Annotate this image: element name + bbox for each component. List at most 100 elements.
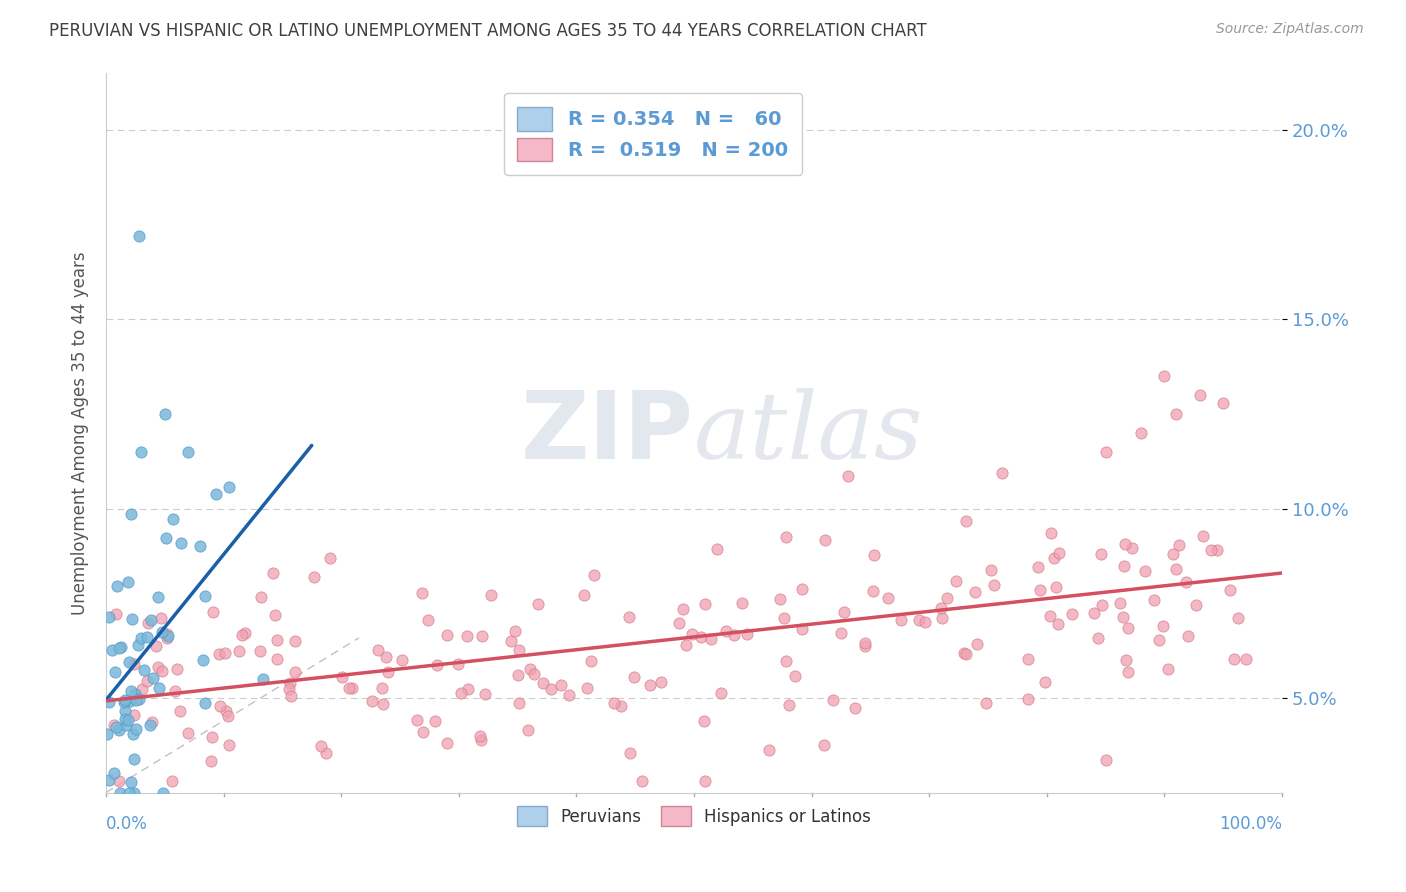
Point: [110, 640, 132, 654]
Point: [1042, 551, 1064, 566]
Point: [1114, 559, 1136, 574]
Point: [695, 597, 717, 611]
Point: [963, 585, 986, 599]
Point: [945, 574, 967, 588]
Point: [1026, 559, 1049, 574]
Point: [249, 590, 271, 604]
Point: [209, 698, 232, 713]
Point: [252, 673, 274, 687]
Point: [233, 625, 256, 640]
Point: [631, 774, 654, 789]
Point: [1166, 407, 1188, 421]
Text: ZIP: ZIP: [522, 387, 695, 479]
Point: [955, 514, 977, 528]
Point: [112, 695, 135, 709]
Point: [411, 585, 433, 599]
Point: [1219, 582, 1241, 597]
Point: [155, 531, 177, 545]
Point: [710, 686, 733, 700]
Point: [188, 540, 211, 554]
Point: [1205, 543, 1227, 558]
Point: [1174, 574, 1197, 589]
Point: [120, 684, 142, 698]
Point: [127, 638, 149, 652]
Point: [162, 774, 184, 789]
Point: [758, 742, 780, 756]
Point: [205, 487, 228, 501]
Point: [1039, 609, 1062, 624]
Point: [166, 662, 188, 676]
Point: [148, 681, 170, 696]
Point: [96, 727, 118, 741]
Point: [177, 444, 200, 458]
Y-axis label: Unemployment Among Ages 35 to 44 years: Unemployment Among Ages 35 to 44 years: [72, 251, 89, 615]
Point: [983, 578, 1005, 592]
Point: [1234, 652, 1257, 666]
Point: [1087, 632, 1109, 646]
Point: [914, 615, 936, 630]
Point: [117, 655, 139, 669]
Point: [456, 629, 478, 643]
Point: [136, 630, 159, 644]
Point: [311, 739, 333, 753]
Point: [772, 610, 794, 624]
Point: [1095, 753, 1118, 767]
Point: [619, 747, 641, 761]
Point: [1168, 538, 1191, 552]
Point: [731, 596, 754, 610]
Point: [558, 688, 581, 702]
Point: [700, 632, 723, 647]
Point: [540, 681, 562, 696]
Point: [1191, 529, 1213, 543]
Point: [315, 747, 337, 761]
Point: [650, 675, 672, 690]
Point: [1114, 537, 1136, 551]
Point: [1212, 395, 1234, 409]
Point: [217, 709, 239, 723]
Point: [114, 717, 136, 731]
Point: [832, 605, 855, 619]
Point: [853, 640, 876, 654]
Point: [479, 589, 502, 603]
Point: [117, 713, 139, 727]
Point: [931, 611, 953, 625]
Point: [572, 588, 595, 602]
Point: [201, 605, 224, 619]
Point: [124, 786, 146, 800]
Point: [1143, 592, 1166, 607]
Point: [194, 696, 217, 710]
Point: [201, 730, 224, 744]
Point: [837, 468, 859, 483]
Point: [278, 676, 301, 690]
Point: [1121, 541, 1143, 555]
Point: [101, 643, 124, 657]
Point: [1227, 611, 1250, 625]
Text: 100.0%: 100.0%: [1219, 815, 1282, 833]
Text: 0.0%: 0.0%: [105, 815, 148, 833]
Point: [1199, 543, 1222, 558]
Point: [501, 634, 523, 648]
Point: [150, 664, 173, 678]
Point: [280, 689, 302, 703]
Point: [582, 567, 605, 582]
Point: [693, 774, 716, 789]
Point: [1152, 618, 1174, 632]
Point: [1133, 565, 1156, 579]
Point: [319, 550, 342, 565]
Point: [1047, 545, 1070, 559]
Point: [936, 591, 959, 605]
Point: [690, 630, 713, 644]
Point: [124, 687, 146, 701]
Point: [610, 699, 633, 714]
Point: [790, 582, 813, 596]
Point: [122, 707, 145, 722]
Point: [1047, 617, 1070, 632]
Point: [1188, 388, 1211, 402]
Point: [576, 681, 599, 695]
Point: [450, 686, 472, 700]
Point: [284, 634, 307, 648]
Point: [1147, 633, 1170, 648]
Point: [1116, 665, 1139, 679]
Point: [436, 736, 458, 750]
Point: [132, 663, 155, 677]
